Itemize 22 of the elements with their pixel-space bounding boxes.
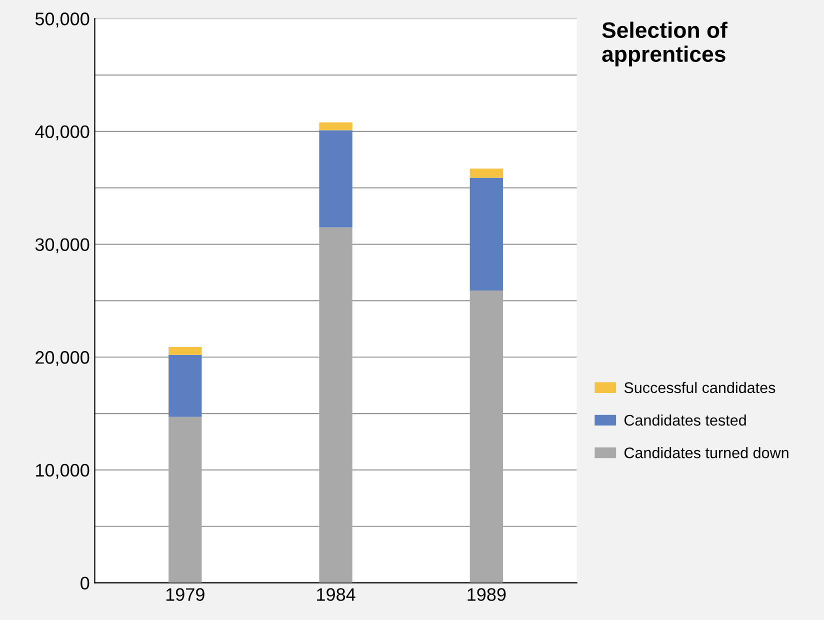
y-tick-label: 30,000 xyxy=(35,238,90,254)
x-tick-label: 1984 xyxy=(317,588,356,601)
bar xyxy=(470,178,503,291)
legend-label: Successful candidates xyxy=(624,382,776,394)
x-tick-label: 1979 xyxy=(166,588,204,601)
legend-label: Candidates tested xyxy=(624,414,746,426)
y-tick-label: 50,000 xyxy=(35,12,90,28)
y-tick-label: 10,000 xyxy=(36,464,90,479)
bar xyxy=(319,122,352,130)
x-tick-label: 1989 xyxy=(468,588,506,601)
y-tick-label: 0 xyxy=(80,576,90,590)
bar xyxy=(168,416,202,583)
y-tick-label: 40,000 xyxy=(35,125,90,140)
legend-label: Candidates turned down xyxy=(624,447,788,458)
bar xyxy=(319,130,352,228)
bar xyxy=(470,168,503,178)
bar xyxy=(470,290,503,583)
text: Selection of apprentices xyxy=(602,22,728,66)
bar xyxy=(319,227,352,583)
bar xyxy=(168,346,202,355)
bar xyxy=(168,354,202,417)
y-tick-label: 20,000 xyxy=(36,351,90,366)
